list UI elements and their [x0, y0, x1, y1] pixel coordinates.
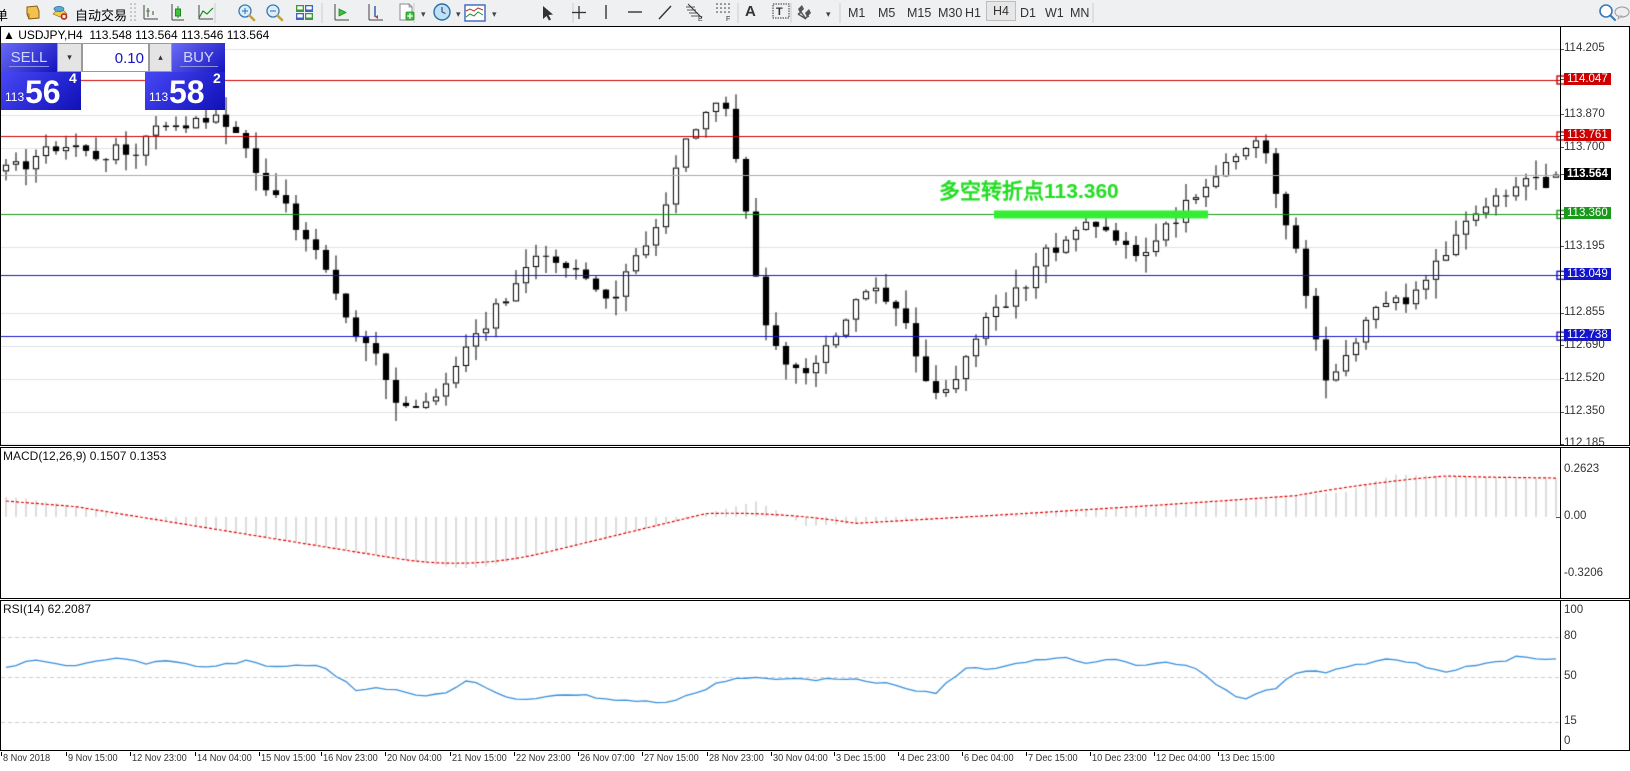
svg-text:E: E [698, 16, 703, 22]
svg-text:T: T [776, 6, 783, 18]
svg-text:F: F [726, 16, 730, 22]
